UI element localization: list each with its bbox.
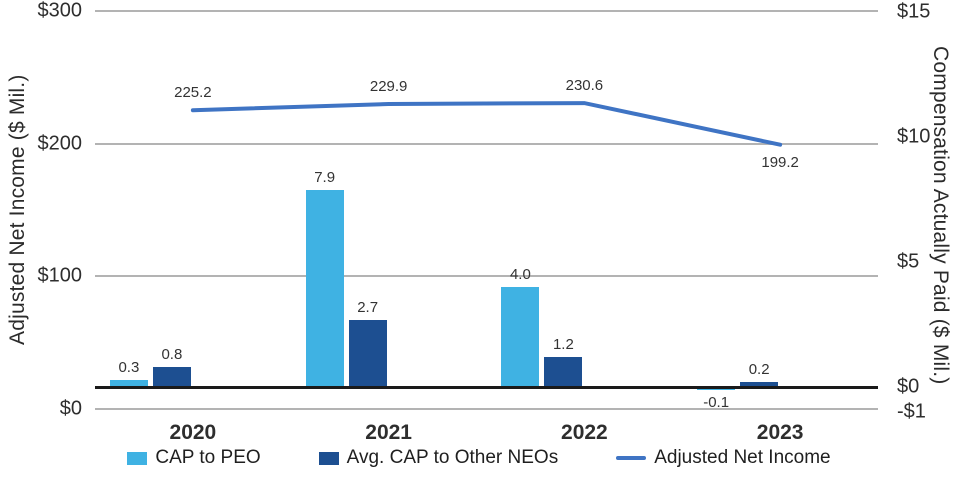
right-axis-tick-label: $5 [897, 250, 920, 273]
left-axis-tick-label: $0 [59, 397, 82, 420]
legend-swatch-avg-cap-to-other-neos [318, 451, 339, 465]
line-value-label: 230.6 [565, 77, 604, 95]
legend-item-cap-to-peo: CAP to PEO [127, 447, 261, 469]
legend: CAP to PEO Avg. CAP to Other NEOs Adjusted… [0, 447, 958, 469]
bar-avg-cap-to-other-neos-2022 [544, 357, 583, 387]
bar-value-label: 2.7 [357, 298, 379, 316]
bar-cap-to-peo-2020 [109, 379, 148, 387]
bar-value-label: 0.3 [118, 358, 140, 376]
right-axis-title: Compensation Actually Paid ($ Mil.) [929, 46, 952, 385]
bar-avg-cap-to-other-neos-2023 [740, 382, 779, 387]
legend-label-adjusted-net-income: Adjusted Net Income [654, 447, 831, 468]
left-axis-title: Adjusted Net Income ($ Mil.) [6, 74, 29, 346]
zero-axis-line [95, 385, 878, 389]
line-value-label: 229.9 [369, 77, 408, 95]
bar-cap-to-peo-2022 [501, 287, 540, 387]
left-axis-tick-label: $300 [37, 0, 83, 22]
right-axis-tick-label: $10 [897, 125, 931, 148]
bar-value-label: 0.2 [748, 361, 770, 378]
legend-item-avg-cap-to-other-neos: Avg. CAP to Other NEOs [318, 447, 559, 469]
bar-value-label: 7.9 [314, 168, 336, 186]
gridline [95, 408, 878, 410]
legend-swatch-cap-to-peo [127, 451, 148, 465]
legend-label-cap-to-peo: CAP to PEO [155, 447, 261, 468]
left-axis-tick-label: $100 [37, 264, 83, 287]
left-axis-tick-label: $200 [37, 132, 83, 155]
line-value-label: 225.2 [174, 84, 212, 102]
gridline [95, 142, 878, 145]
category-label-2021: 2021 [365, 421, 412, 444]
right-axis-tick-label: $15 [897, 0, 931, 23]
legend-line-swatch-adjusted-net-income [616, 456, 647, 460]
bar-avg-cap-to-other-neos-2020 [152, 367, 191, 387]
category-label-2023: 2023 [756, 421, 804, 444]
legend-item-adjusted-net-income: Adjusted Net Income [616, 447, 831, 469]
bar-avg-cap-to-other-neos-2021 [348, 319, 387, 387]
right-axis-tick-label: $0 [897, 375, 920, 398]
bar-value-label: 0.8 [161, 346, 183, 363]
gridline [95, 10, 878, 12]
category-label-2020: 2020 [169, 421, 217, 444]
bar-cap-to-peo-2021 [305, 189, 344, 387]
gridline [95, 275, 878, 278]
right-axis-tick-label: -$1 [897, 400, 926, 423]
category-label-2022: 2022 [561, 421, 608, 444]
line-value-label: 199.2 [761, 153, 799, 171]
legend-label-avg-cap-to-other-neos: Avg. CAP to Other NEOs [346, 447, 559, 468]
bar-value-label: 1.2 [552, 336, 574, 353]
line-adjusted-net-income [190, 101, 783, 147]
